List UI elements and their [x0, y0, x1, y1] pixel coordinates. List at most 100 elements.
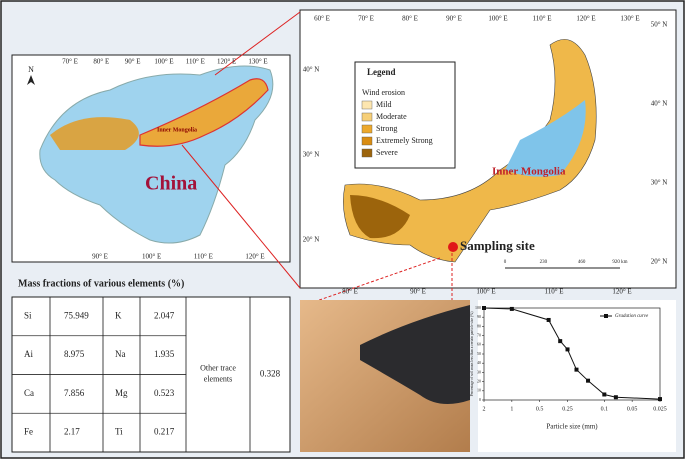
table-cell [249, 296, 291, 453]
map-tick-label: 100° E [142, 253, 161, 261]
x-tick-label: 0.25 [562, 406, 573, 412]
chart-frame [478, 300, 676, 452]
map-tick-label: 60° E [314, 15, 330, 23]
table-cell-text: 7.856 [64, 388, 85, 398]
y-tick-label: 60 [477, 342, 481, 347]
map-tick-label: 120° E [612, 288, 631, 296]
x-axis-label: Particle size (mm) [546, 423, 598, 431]
north-arrow [27, 75, 35, 85]
y-tick-label: 70 [477, 333, 481, 338]
map-tick-label: 70° E [62, 58, 78, 66]
map-tick-label: 20° N [303, 236, 320, 244]
map-tick-label: 90° E [410, 288, 426, 296]
legend-label: Gradation curve [615, 314, 649, 319]
inner-mongolia-shape [343, 39, 597, 263]
legend-swatch [361, 112, 373, 122]
map-tick-label: 130° E [248, 58, 267, 66]
table-cell-text: 0.217 [154, 427, 175, 437]
table-cell-text: Other trace elements [200, 363, 236, 383]
legend-swatch [361, 124, 373, 134]
y-tick-label: 40 [477, 360, 481, 365]
map-tick-label: 40° N [651, 100, 668, 108]
map-tick-label: 110° E [544, 288, 563, 296]
severe-area [350, 195, 410, 239]
legend-swatch [361, 100, 373, 110]
map-tick-label: 90° E [125, 58, 141, 66]
table-cell-text: 0.523 [154, 388, 175, 398]
region-label: Inner Mongolia [157, 127, 197, 133]
connector [181, 144, 301, 289]
table-cell-text: Mg [115, 388, 128, 398]
scale-label: 0 [504, 260, 507, 265]
sampling-site-marker [448, 242, 458, 252]
legend-swatch [361, 148, 373, 158]
table-cell-text: 2.047 [154, 310, 175, 320]
legend-subtitle: Wind erosion [362, 88, 405, 97]
x-tick-label: 0.05 [627, 406, 638, 412]
x-tick-label: 0.1 [601, 406, 609, 412]
y-axis-label: Percentage of soil mass less than a cert… [470, 311, 474, 397]
map-tick-label: 40° N [303, 66, 320, 74]
chart: 0 10 20 30 40 50 60 70 80 90 100 2 1 0.5 0.25 0.1 0.05 0.… [470, 305, 667, 431]
map-tick-label: 120° E [576, 15, 595, 23]
table-cell-text: 8.975 [64, 349, 85, 359]
legend-label: Extremely Strong [376, 136, 433, 145]
table-cell-text: Si [24, 310, 32, 320]
map-tick-label: 100° E [488, 15, 507, 23]
legend-title: Legend [367, 67, 396, 77]
north-label: N [28, 65, 34, 74]
data-point [613, 395, 618, 400]
table-cell-text: Ca [24, 388, 34, 398]
y-tick-label: 30 [477, 369, 481, 374]
map-tick-label: 50° N [651, 21, 668, 29]
map-tick-label: 110° E [186, 58, 205, 66]
table-cell-text: Ti [115, 427, 123, 437]
sampling-site-label: Sampling site [460, 238, 535, 253]
y-tick-label: 0 [479, 397, 481, 402]
map-tick-label: 90° E [446, 15, 462, 23]
map-tick-label: 100° E [154, 58, 173, 66]
legend-swatch [361, 136, 373, 146]
map-tick-label: 130° E [620, 15, 639, 23]
legend-marker [604, 314, 608, 318]
country-label: China [145, 173, 197, 195]
y-tick-label: 80 [477, 323, 481, 328]
y-tick-label: 20 [477, 379, 481, 384]
map-tick-label: 120° E [217, 58, 236, 66]
inner-mongolia-outline [139, 78, 269, 147]
x-tick-label: 1 [510, 406, 513, 412]
y-tick-label: 90 [477, 314, 481, 319]
scale-label: 230 [540, 260, 548, 265]
table-cell-text: K [115, 310, 122, 320]
region-label: Inner Mongolia [492, 166, 566, 178]
map-tick-label: 110° E [532, 15, 551, 23]
x-tick-label: 0.025 [653, 406, 667, 412]
erosion-area [50, 117, 139, 150]
x-tick-label: 2 [483, 406, 486, 412]
y-tick-label: 50 [477, 351, 481, 356]
map-tick-label: 100° E [476, 288, 495, 296]
map-tick-label: 30° N [303, 151, 320, 159]
table-cell-text: Ai [24, 349, 33, 359]
map-tick-label: 30° N [651, 179, 668, 187]
data-point [574, 367, 579, 372]
scale-bar: 0 230 460 920 km [504, 260, 628, 269]
data-point [546, 317, 551, 322]
table-cell-text: 1.935 [154, 349, 175, 359]
table-cell-text: Fe [24, 427, 33, 437]
x-tick-label: 0.5 [536, 406, 544, 412]
table-title: Mass fractions of various elements (%) [18, 278, 184, 289]
table-cell-text: Na [115, 349, 126, 359]
photo-figure [360, 305, 470, 404]
data-point [658, 397, 662, 402]
legend-label: Severe [376, 148, 398, 157]
legend-items: Mild Moderate Strong Extremely Strong Severe [361, 100, 433, 158]
map-tick-label: 70° E [358, 15, 374, 23]
table-cell-text: 2.17 [64, 427, 80, 437]
data-point [565, 347, 570, 352]
table-cell-text: 75.949 [64, 310, 89, 320]
y-tick-label: 10 [477, 388, 481, 393]
data-point [509, 306, 514, 311]
table-cell-text: 0.328 [260, 369, 281, 379]
